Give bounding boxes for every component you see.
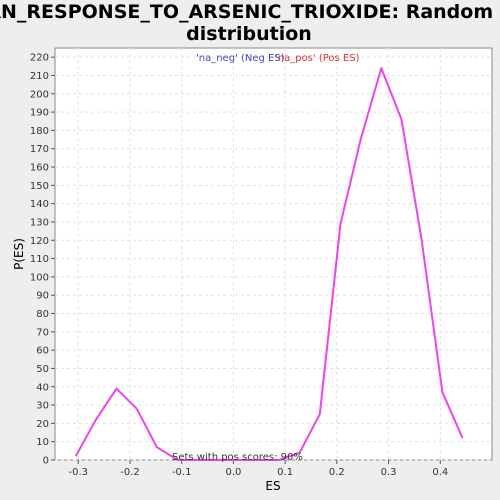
plot-area bbox=[54, 47, 493, 461]
y-tick-label: 20 bbox=[36, 419, 49, 430]
y-tick-label: 150 bbox=[30, 181, 49, 192]
y-tick-label: 60 bbox=[36, 346, 49, 357]
series-group bbox=[74, 67, 464, 461]
y-tick-label: 200 bbox=[30, 89, 49, 100]
y-tick-label: 190 bbox=[30, 108, 49, 119]
y-tick-label: 160 bbox=[30, 163, 49, 174]
y-tick-label: 50 bbox=[36, 364, 49, 375]
y-tick-label: 90 bbox=[36, 291, 49, 302]
y-tick-label: 30 bbox=[36, 401, 49, 412]
y-tick-label: 110 bbox=[30, 254, 49, 265]
x-axis: -0.3 -0.2 -0.1 0.0 0.1 0.2 0.3 0.4 bbox=[69, 460, 448, 478]
y-axis-label: P(ES) bbox=[12, 238, 26, 270]
grid bbox=[55, 48, 492, 461]
y-axis: 0 10 20 30 40 50 60 70 80 90 100 110 120 130 140 150 160… bbox=[30, 53, 55, 467]
y-tick-label: 0 bbox=[43, 456, 49, 467]
y-tick-label: 170 bbox=[30, 144, 49, 155]
y-tick-label: 120 bbox=[30, 236, 49, 247]
legend-pos: 'na_pos' (Pos ES) bbox=[275, 53, 360, 64]
y-tick-label: 210 bbox=[30, 71, 49, 82]
pos-scores-annotation: Sets with pos scores: 90% bbox=[172, 452, 303, 463]
x-tick-label: 0.2 bbox=[329, 467, 345, 478]
x-tick-label: -0.1 bbox=[172, 467, 192, 478]
series-line bbox=[74, 67, 464, 461]
x-tick-label: -0.2 bbox=[120, 467, 140, 478]
y-tick-label: 130 bbox=[30, 217, 49, 228]
y-tick-label: 140 bbox=[30, 199, 49, 210]
x-tick-label: 0.1 bbox=[277, 467, 293, 478]
chart-title-line2: distribution bbox=[186, 23, 312, 45]
legend-neg: 'na_neg' (Neg ES) bbox=[196, 53, 285, 64]
x-tick-label: 0.0 bbox=[225, 467, 241, 478]
y-tick-label: 100 bbox=[30, 272, 49, 283]
y-tick-label: 220 bbox=[30, 53, 49, 64]
x-tick-label: 0.3 bbox=[381, 467, 397, 478]
y-tick-label: 80 bbox=[36, 309, 49, 320]
x-tick-label: 0.4 bbox=[432, 467, 448, 478]
y-tick-label: 180 bbox=[30, 126, 49, 137]
y-tick-label: 40 bbox=[36, 382, 49, 393]
x-axis-label: ES bbox=[265, 479, 280, 493]
y-tick-label: 70 bbox=[36, 327, 49, 338]
chart-title-line1: KAN_RESPONSE_TO_ARSENIC_TRIOXIDE: Random… bbox=[0, 1, 500, 23]
x-tick-label: -0.3 bbox=[69, 467, 89, 478]
y-tick-label: 10 bbox=[36, 437, 49, 448]
